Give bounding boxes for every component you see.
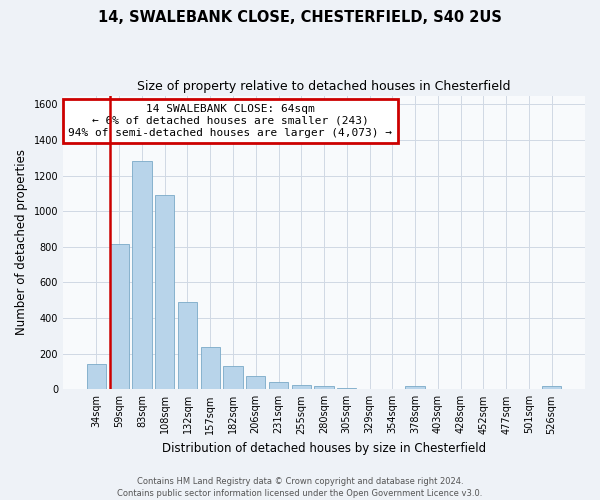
Bar bbox=[110, 244, 129, 390]
Bar bbox=[223, 366, 242, 390]
Bar bbox=[246, 376, 265, 390]
Bar bbox=[406, 386, 425, 390]
Text: 14, SWALEBANK CLOSE, CHESTERFIELD, S40 2US: 14, SWALEBANK CLOSE, CHESTERFIELD, S40 2… bbox=[98, 10, 502, 25]
Y-axis label: Number of detached properties: Number of detached properties bbox=[15, 150, 28, 336]
Bar bbox=[155, 196, 175, 390]
Bar bbox=[292, 385, 311, 390]
Title: Size of property relative to detached houses in Chesterfield: Size of property relative to detached ho… bbox=[137, 80, 511, 93]
Bar bbox=[542, 386, 561, 390]
X-axis label: Distribution of detached houses by size in Chesterfield: Distribution of detached houses by size … bbox=[162, 442, 486, 455]
Bar bbox=[87, 364, 106, 390]
Bar bbox=[337, 388, 356, 390]
Bar bbox=[200, 347, 220, 390]
Bar bbox=[269, 382, 288, 390]
Bar bbox=[178, 302, 197, 390]
Text: Contains HM Land Registry data © Crown copyright and database right 2024.
Contai: Contains HM Land Registry data © Crown c… bbox=[118, 476, 482, 498]
Text: 14 SWALEBANK CLOSE: 64sqm
← 6% of detached houses are smaller (243)
94% of semi-: 14 SWALEBANK CLOSE: 64sqm ← 6% of detach… bbox=[68, 104, 392, 138]
Bar bbox=[314, 386, 334, 390]
Bar bbox=[132, 162, 152, 390]
